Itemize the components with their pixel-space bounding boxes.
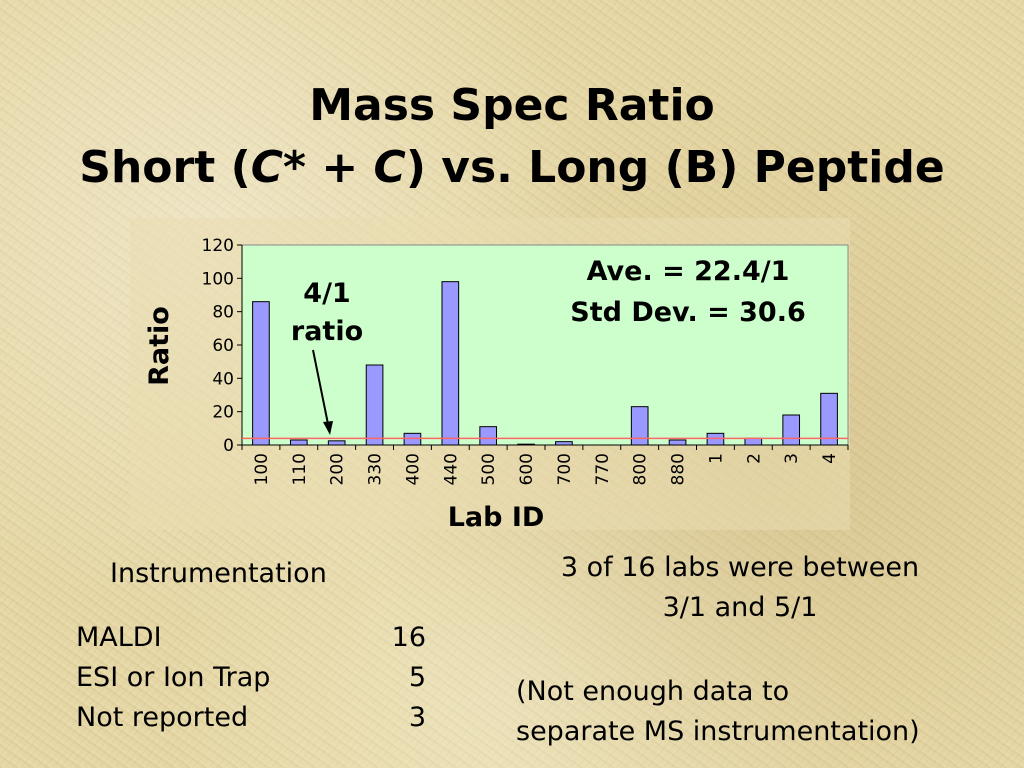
x-tick-label: 200: [328, 453, 348, 485]
x-tick-label: 400: [403, 453, 423, 485]
x-tick-label: 880: [669, 453, 689, 485]
x-axis-label: Lab ID: [448, 502, 545, 530]
instrumentation-count: 16: [391, 622, 426, 653]
x-tick-label: 600: [517, 453, 537, 485]
instrumentation-label: MALDI: [76, 622, 162, 653]
bar-lab-2: [744, 437, 763, 446]
bar-lab-3: [782, 414, 801, 446]
slide-title: Mass Spec Ratio: [309, 80, 715, 131]
bar-lab-500: [479, 426, 498, 446]
stats-std-dev: Std Dev. = 30.6: [570, 297, 806, 328]
subtitle-italic-c: C: [373, 142, 406, 193]
bar-lab-1: [706, 432, 725, 446]
bar-chart: 0 20 40 60 80 100 120 100 110 200 330 400 440 500 600…: [130, 218, 850, 530]
bar-lab-110: [289, 439, 308, 446]
x-tick-label: 100: [252, 453, 272, 485]
labs-range-note: 3 of 16 labs were between 3/1 and 5/1: [500, 548, 980, 628]
x-tick-label: 440: [441, 453, 461, 485]
y-axis-label: Ratio: [144, 306, 175, 386]
x-tick-label: 800: [631, 453, 651, 485]
slide-subtitle: Short (C* + C) vs. Long (B) Peptide: [0, 140, 1024, 196]
stats-average: Ave. = 22.4/1: [587, 256, 790, 287]
subtitle-part: Short (: [79, 142, 251, 193]
bar-lab-4: [820, 392, 838, 446]
subtitle-part: ) vs. Long (B) Peptide: [405, 142, 945, 193]
x-tick-label: 1: [706, 453, 726, 464]
x-tick-label: 500: [479, 453, 499, 485]
data-caveat-note: (Not enough data to separate MS instrume…: [516, 672, 1016, 752]
bar-lab-100: [252, 301, 270, 446]
instrumentation-heading: Instrumentation: [110, 558, 327, 589]
caveat-line2: separate MS instrumentation): [516, 716, 920, 747]
x-tick-label: 770: [593, 453, 613, 485]
x-tick-label: 4: [820, 453, 840, 464]
x-tick-label: 700: [555, 453, 575, 485]
arrow-label-line1: 4/1: [303, 278, 350, 309]
caveat-line1: (Not enough data to: [516, 676, 790, 707]
bar-lab-880: [668, 439, 687, 446]
arrow-head-icon: [323, 421, 333, 435]
subtitle-part: +: [306, 142, 374, 193]
y-tick-label: 60: [212, 336, 234, 356]
bar-lab-700: [555, 441, 573, 446]
subtitle-italic-cstar: C*: [250, 142, 307, 193]
bar-lab-800: [630, 406, 649, 446]
bar-lab-330: [365, 364, 384, 446]
x-tick-label: 3: [782, 453, 802, 464]
bar-lab-440: [441, 281, 460, 446]
plot-area: [241, 244, 849, 446]
y-tick-label: 40: [212, 369, 234, 389]
labs-note-line2: 3/1 and 5/1: [662, 592, 818, 623]
y-tick-label: 120: [202, 236, 234, 256]
y-tick-label: 20: [212, 403, 234, 423]
x-tick-label: 330: [366, 453, 386, 485]
bar-lab-200: [327, 440, 346, 446]
x-tick-label: 2: [744, 453, 764, 464]
y-tick-label: 100: [202, 269, 234, 289]
x-tick-label: 110: [290, 453, 310, 485]
arrow-label-line2: ratio: [291, 316, 363, 347]
instrumentation-count: 3: [408, 702, 426, 733]
bar-lab-400: [403, 432, 422, 446]
y-tick-label: 80: [212, 303, 234, 323]
instrumentation-label: ESI or Ion Trap: [76, 662, 271, 693]
bar-lab-600: [517, 443, 535, 446]
instrumentation-label: Not reported: [76, 702, 249, 733]
labs-note-line1: 3 of 16 labs were between: [560, 552, 920, 583]
arrow-line: [312, 349, 329, 425]
y-tick-label: 0: [223, 436, 234, 456]
instrumentation-count: 5: [408, 662, 426, 693]
